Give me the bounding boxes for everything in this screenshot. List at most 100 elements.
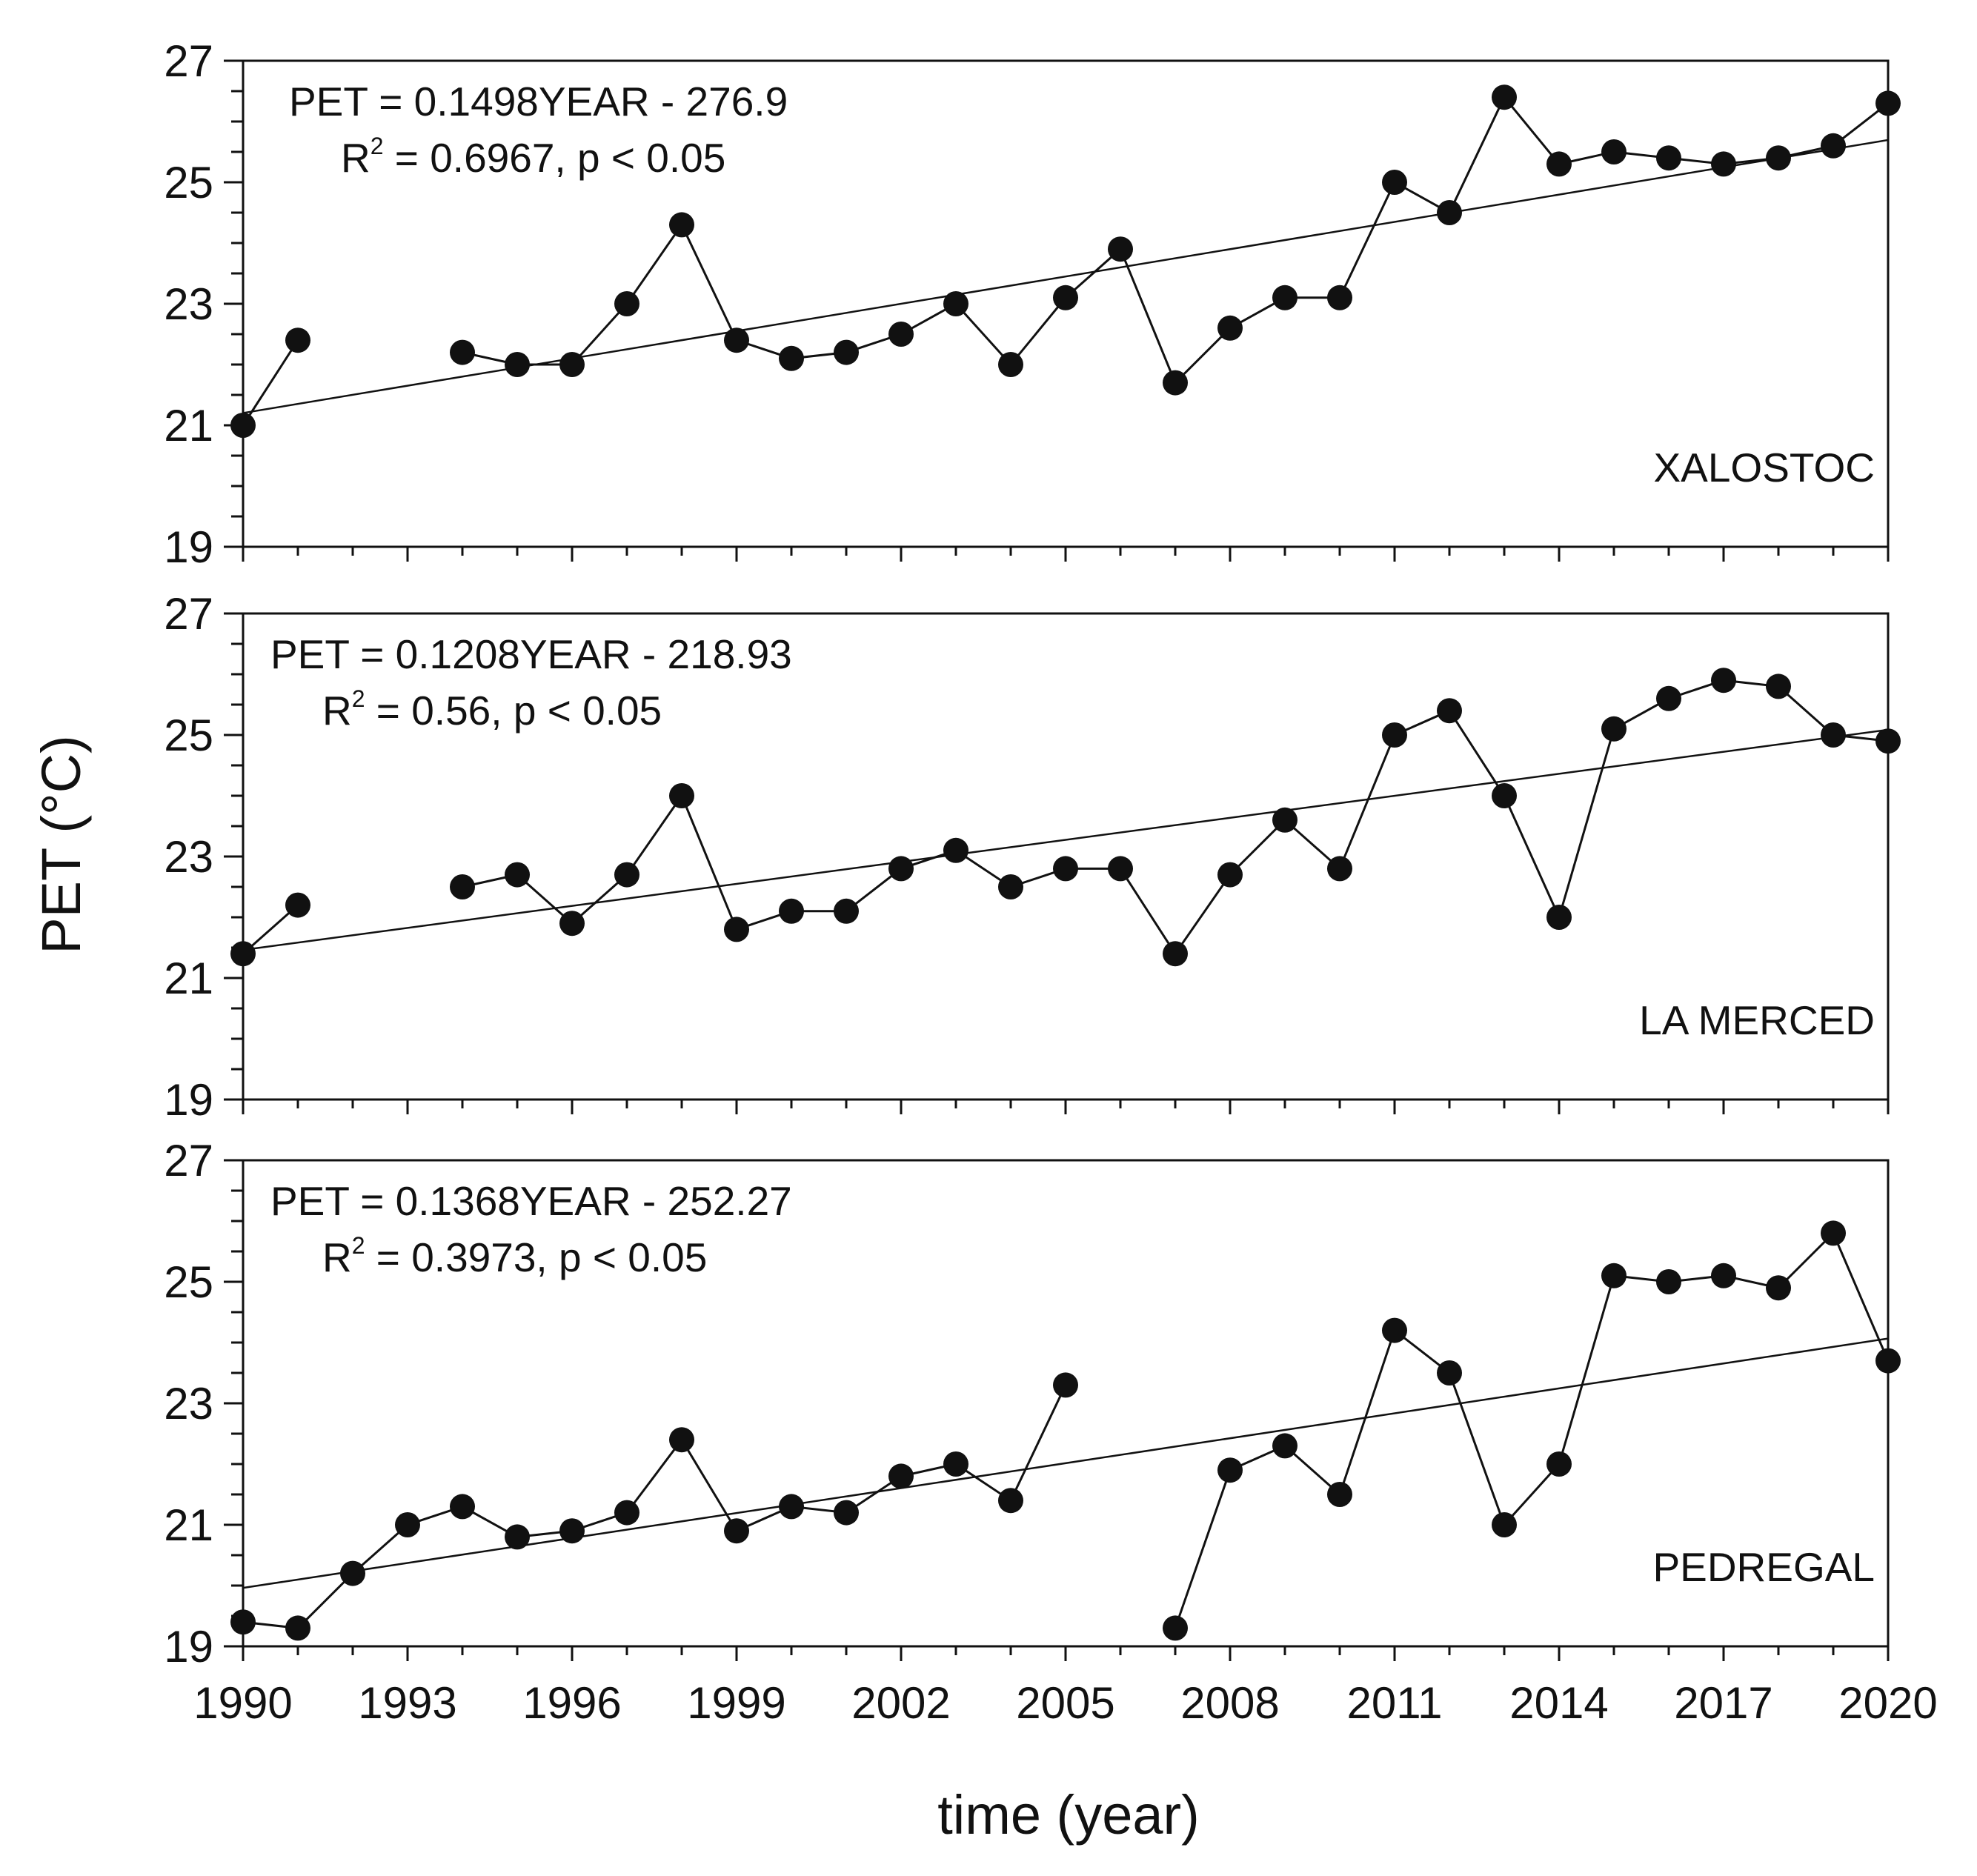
x-axis-title: time (year) [937,1784,1200,1846]
data-point [285,327,310,353]
data-point [505,862,530,888]
y-tick-label: 27 [164,1136,213,1185]
data-point [1492,1512,1517,1537]
data-point [559,911,585,937]
x-tick-label: 2002 [851,1678,950,1728]
data-point [505,352,530,377]
data-point [1108,856,1133,882]
data-point [1272,807,1297,833]
series-line [242,1384,1067,1629]
regression-r2: R2 = 0.6967, p < 0.05 [341,133,725,181]
data-point [1601,1263,1627,1288]
panel-xalostoc: 27 25 23 21 19 PET = 0.1498YEAR - 276.9 R2 = 0… [164,36,1901,572]
x-tick-label: 1993 [358,1678,456,1728]
y-tick-label: 19 [164,522,213,572]
data-point [1382,722,1407,748]
data-point [724,1518,749,1544]
data-point [1053,1372,1078,1398]
x-tick-label: 2020 [1838,1678,1937,1728]
data-point [779,1494,804,1520]
data-point [614,862,639,888]
data-point [285,892,310,918]
data-point [943,1451,968,1477]
data-point [1217,1457,1243,1483]
data-point [1272,1433,1297,1459]
data-point [1272,285,1297,310]
data-point [614,1500,639,1526]
data-point [395,1512,420,1537]
data-point [1821,1220,1846,1246]
data-point [505,1524,530,1550]
data-point [1875,1348,1901,1374]
data-point [669,1427,694,1453]
station-label: XALOSTOC [1653,445,1875,490]
data-point [1875,90,1901,116]
y-tick-label: 21 [164,1500,213,1550]
data-point [1163,370,1188,396]
data-point [450,339,475,365]
data-point [1711,668,1736,693]
station-label: PEDREGAL [1652,1544,1875,1590]
data-point [1437,1360,1462,1386]
data-point [1601,716,1627,742]
data-point [1875,728,1901,754]
x-tick-label: 2005 [1016,1678,1114,1728]
y-tick-label: 27 [164,36,213,86]
data-point [834,339,859,365]
y-tick-label: 27 [164,589,213,639]
data-point [1327,1482,1352,1507]
data-point [669,212,694,238]
data-point [943,837,968,863]
data-point [669,783,694,808]
regression-equation: PET = 0.1208YEAR - 218.93 [270,631,792,677]
data-point [285,1615,310,1641]
y-tick-label: 25 [164,1257,213,1307]
data-point [1163,941,1188,967]
data-point [1217,862,1243,888]
data-point [450,1494,475,1520]
data-point [1053,285,1078,310]
data-point [1766,673,1791,699]
data-point [230,413,256,438]
data-point [340,1560,365,1586]
data-point [1711,151,1736,177]
y-tick-label: 19 [164,1075,213,1125]
chart-panels: 27 25 23 21 19 PET = 0.1498YEAR - 276.9 R2 = 0… [164,36,1937,1728]
regression-equation: PET = 0.1368YEAR - 252.27 [270,1178,792,1224]
y-tick-label: 25 [164,711,213,760]
data-point [1053,856,1078,882]
panel-la-merced: 27 25 23 21 19 PET = 0.1208YEAR - 218.93 R2 = … [164,589,1901,1125]
y-axis-title: PET (°C) [30,735,92,954]
station-label: LA MERCED [1639,997,1875,1043]
data-point [1656,145,1681,171]
data-point [230,941,256,967]
y-tick-label: 23 [164,832,213,882]
y-tick-label: 19 [164,1622,213,1672]
regression-equation: PET = 0.1498YEAR - 276.9 [289,79,788,124]
y-tick-label: 25 [164,158,213,207]
data-point [1821,133,1846,159]
data-point [1711,1263,1736,1288]
data-point [1546,1451,1572,1477]
regression-r2: R2 = 0.3973, p < 0.05 [322,1232,707,1280]
data-point [1492,783,1517,808]
data-point [450,874,475,899]
data-point [1163,1615,1188,1641]
data-point [559,352,585,377]
data-point [230,1609,256,1635]
data-point [1546,151,1572,177]
x-tick-label: 2008 [1180,1678,1279,1728]
y-tick-label: 23 [164,1379,213,1428]
data-point [1327,856,1352,882]
data-point [1382,1317,1407,1343]
data-point [1217,315,1243,341]
y-tick-label: 21 [164,954,213,1003]
x-tick-label: 1996 [522,1678,621,1728]
x-tick-label: 1999 [687,1678,785,1728]
panel-pedregal: 27 25 23 21 19 1990 1993 1996 1999 2002 2005 2008 20… [164,1136,1937,1728]
x-tick-label: 2017 [1674,1678,1772,1728]
data-point [1437,698,1462,724]
data-point [998,352,1023,377]
data-point [779,345,804,371]
